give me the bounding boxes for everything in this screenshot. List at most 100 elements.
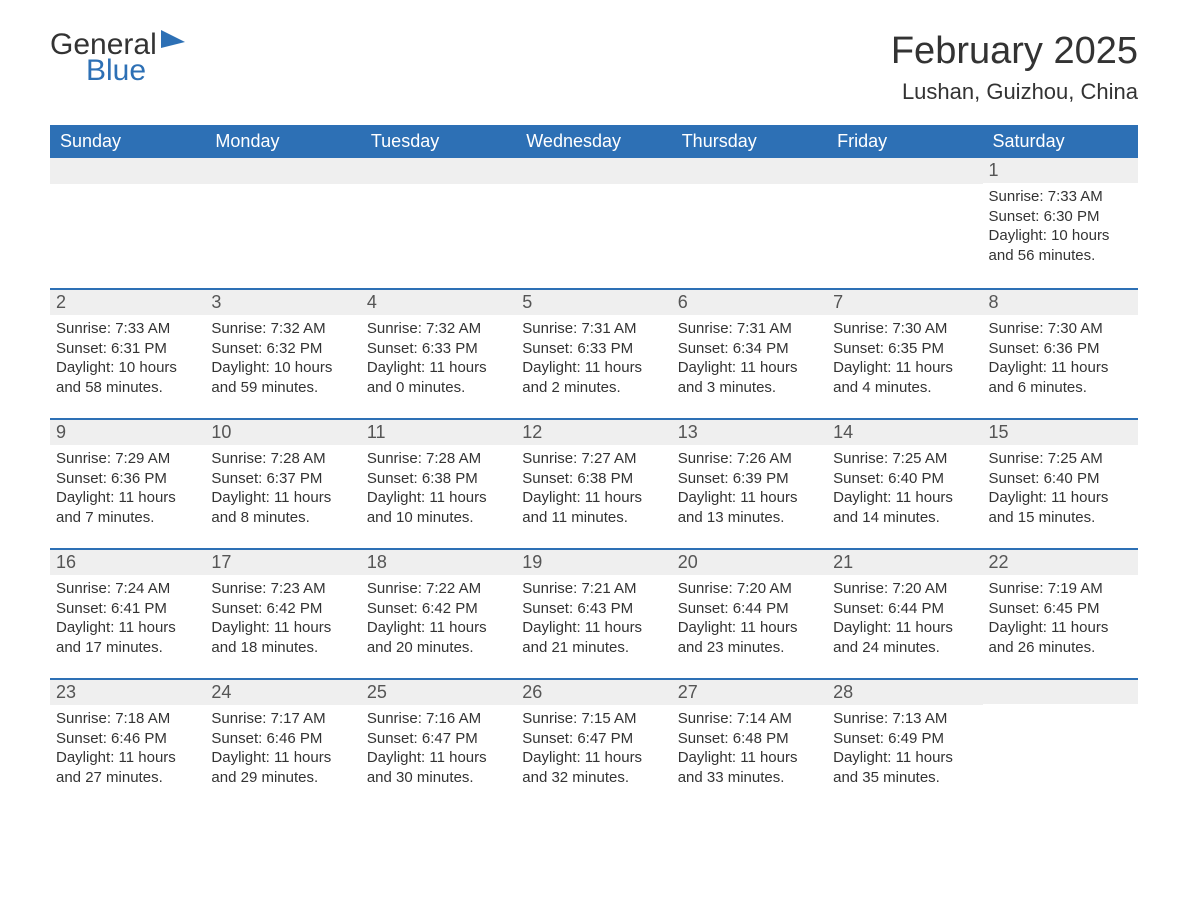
sunset-line: Sunset: 6:38 PM <box>367 469 510 489</box>
daylight-line: Daylight: 11 hours and 21 minutes. <box>522 618 665 657</box>
calendar-cell <box>516 158 671 288</box>
calendar-cell <box>827 158 982 288</box>
calendar-cell: 26Sunrise: 7:15 AMSunset: 6:47 PMDayligh… <box>516 678 671 808</box>
calendar-cell: 16Sunrise: 7:24 AMSunset: 6:41 PMDayligh… <box>50 548 205 678</box>
sunset-line: Sunset: 6:48 PM <box>678 729 821 749</box>
day-number: 16 <box>50 548 205 575</box>
calendar-cell <box>50 158 205 288</box>
sunrise-line: Sunrise: 7:19 AM <box>989 579 1132 599</box>
sunset-line: Sunset: 6:37 PM <box>211 469 354 489</box>
calendar-cell: 11Sunrise: 7:28 AMSunset: 6:38 PMDayligh… <box>361 418 516 548</box>
calendar-cell: 21Sunrise: 7:20 AMSunset: 6:44 PMDayligh… <box>827 548 982 678</box>
calendar-cell: 7Sunrise: 7:30 AMSunset: 6:35 PMDaylight… <box>827 288 982 418</box>
calendar-cell: 3Sunrise: 7:32 AMSunset: 6:32 PMDaylight… <box>205 288 360 418</box>
day-number: 24 <box>205 678 360 705</box>
location-subtitle: Lushan, Guizhou, China <box>891 79 1138 105</box>
title-block: February 2025 Lushan, Guizhou, China <box>891 30 1138 105</box>
day-number: 18 <box>361 548 516 575</box>
sunrise-line: Sunrise: 7:32 AM <box>367 319 510 339</box>
day-number: 26 <box>516 678 671 705</box>
day-content: Sunrise: 7:14 AMSunset: 6:48 PMDaylight:… <box>672 705 827 797</box>
daylight-line: Daylight: 11 hours and 4 minutes. <box>833 358 976 397</box>
brand-logo: General Blue <box>50 30 185 86</box>
daylight-line: Daylight: 11 hours and 24 minutes. <box>833 618 976 657</box>
day-number: 1 <box>983 158 1138 183</box>
sunrise-line: Sunrise: 7:25 AM <box>989 449 1132 469</box>
calendar-cell: 24Sunrise: 7:17 AMSunset: 6:46 PMDayligh… <box>205 678 360 808</box>
daylight-line: Daylight: 11 hours and 6 minutes. <box>989 358 1132 397</box>
sunset-line: Sunset: 6:39 PM <box>678 469 821 489</box>
day-number <box>50 158 205 184</box>
sunset-line: Sunset: 6:44 PM <box>833 599 976 619</box>
day-content: Sunrise: 7:15 AMSunset: 6:47 PMDaylight:… <box>516 705 671 797</box>
day-content: Sunrise: 7:30 AMSunset: 6:35 PMDaylight:… <box>827 315 982 407</box>
calendar-cell: 15Sunrise: 7:25 AMSunset: 6:40 PMDayligh… <box>983 418 1138 548</box>
calendar-cell: 25Sunrise: 7:16 AMSunset: 6:47 PMDayligh… <box>361 678 516 808</box>
day-content: Sunrise: 7:25 AMSunset: 6:40 PMDaylight:… <box>983 445 1138 537</box>
calendar-cell: 17Sunrise: 7:23 AMSunset: 6:42 PMDayligh… <box>205 548 360 678</box>
daylight-line: Daylight: 10 hours and 59 minutes. <box>211 358 354 397</box>
sunrise-line: Sunrise: 7:16 AM <box>367 709 510 729</box>
daylight-line: Daylight: 11 hours and 33 minutes. <box>678 748 821 787</box>
daylight-line: Daylight: 11 hours and 13 minutes. <box>678 488 821 527</box>
sunset-line: Sunset: 6:41 PM <box>56 599 199 619</box>
calendar-cell: 6Sunrise: 7:31 AMSunset: 6:34 PMDaylight… <box>672 288 827 418</box>
calendar-table: SundayMondayTuesdayWednesdayThursdayFrid… <box>50 125 1138 808</box>
daylight-line: Daylight: 11 hours and 14 minutes. <box>833 488 976 527</box>
weekday-header: Tuesday <box>361 125 516 158</box>
day-number: 21 <box>827 548 982 575</box>
day-number <box>672 158 827 184</box>
day-content: Sunrise: 7:23 AMSunset: 6:42 PMDaylight:… <box>205 575 360 667</box>
calendar-cell: 27Sunrise: 7:14 AMSunset: 6:48 PMDayligh… <box>672 678 827 808</box>
day-content: Sunrise: 7:21 AMSunset: 6:43 PMDaylight:… <box>516 575 671 667</box>
sunset-line: Sunset: 6:49 PM <box>833 729 976 749</box>
day-number: 27 <box>672 678 827 705</box>
calendar-cell: 12Sunrise: 7:27 AMSunset: 6:38 PMDayligh… <box>516 418 671 548</box>
calendar-cell: 9Sunrise: 7:29 AMSunset: 6:36 PMDaylight… <box>50 418 205 548</box>
sunset-line: Sunset: 6:35 PM <box>833 339 976 359</box>
day-content: Sunrise: 7:13 AMSunset: 6:49 PMDaylight:… <box>827 705 982 797</box>
sunrise-line: Sunrise: 7:18 AM <box>56 709 199 729</box>
daylight-line: Daylight: 11 hours and 7 minutes. <box>56 488 199 527</box>
daylight-line: Daylight: 11 hours and 0 minutes. <box>367 358 510 397</box>
day-content: Sunrise: 7:30 AMSunset: 6:36 PMDaylight:… <box>983 315 1138 407</box>
calendar-cell: 23Sunrise: 7:18 AMSunset: 6:46 PMDayligh… <box>50 678 205 808</box>
sunrise-line: Sunrise: 7:15 AM <box>522 709 665 729</box>
sunset-line: Sunset: 6:40 PM <box>989 469 1132 489</box>
daylight-line: Daylight: 11 hours and 11 minutes. <box>522 488 665 527</box>
day-content: Sunrise: 7:22 AMSunset: 6:42 PMDaylight:… <box>361 575 516 667</box>
logo-flag-icon <box>161 30 185 48</box>
sunset-line: Sunset: 6:30 PM <box>989 207 1132 227</box>
day-number: 25 <box>361 678 516 705</box>
sunrise-line: Sunrise: 7:27 AM <box>522 449 665 469</box>
sunrise-line: Sunrise: 7:13 AM <box>833 709 976 729</box>
daylight-line: Daylight: 11 hours and 27 minutes. <box>56 748 199 787</box>
calendar-cell: 19Sunrise: 7:21 AMSunset: 6:43 PMDayligh… <box>516 548 671 678</box>
day-content: Sunrise: 7:31 AMSunset: 6:34 PMDaylight:… <box>672 315 827 407</box>
day-content: Sunrise: 7:26 AMSunset: 6:39 PMDaylight:… <box>672 445 827 537</box>
daylight-line: Daylight: 11 hours and 30 minutes. <box>367 748 510 787</box>
day-content: Sunrise: 7:19 AMSunset: 6:45 PMDaylight:… <box>983 575 1138 667</box>
day-number <box>827 158 982 184</box>
calendar-body: 1Sunrise: 7:33 AMSunset: 6:30 PMDaylight… <box>50 158 1138 808</box>
weekday-header: Sunday <box>50 125 205 158</box>
sunrise-line: Sunrise: 7:23 AM <box>211 579 354 599</box>
day-number: 6 <box>672 288 827 315</box>
sunset-line: Sunset: 6:36 PM <box>989 339 1132 359</box>
sunrise-line: Sunrise: 7:22 AM <box>367 579 510 599</box>
day-number: 13 <box>672 418 827 445</box>
calendar-cell: 28Sunrise: 7:13 AMSunset: 6:49 PMDayligh… <box>827 678 982 808</box>
day-number: 12 <box>516 418 671 445</box>
day-number: 7 <box>827 288 982 315</box>
sunrise-line: Sunrise: 7:32 AM <box>211 319 354 339</box>
calendar-cell: 2Sunrise: 7:33 AMSunset: 6:31 PMDaylight… <box>50 288 205 418</box>
sunset-line: Sunset: 6:40 PM <box>833 469 976 489</box>
calendar-cell <box>983 678 1138 808</box>
day-content: Sunrise: 7:18 AMSunset: 6:46 PMDaylight:… <box>50 705 205 797</box>
day-content: Sunrise: 7:27 AMSunset: 6:38 PMDaylight:… <box>516 445 671 537</box>
day-content: Sunrise: 7:33 AMSunset: 6:30 PMDaylight:… <box>983 183 1138 275</box>
day-content: Sunrise: 7:17 AMSunset: 6:46 PMDaylight:… <box>205 705 360 797</box>
daylight-line: Daylight: 11 hours and 15 minutes. <box>989 488 1132 527</box>
sunset-line: Sunset: 6:42 PM <box>211 599 354 619</box>
calendar-cell: 8Sunrise: 7:30 AMSunset: 6:36 PMDaylight… <box>983 288 1138 418</box>
